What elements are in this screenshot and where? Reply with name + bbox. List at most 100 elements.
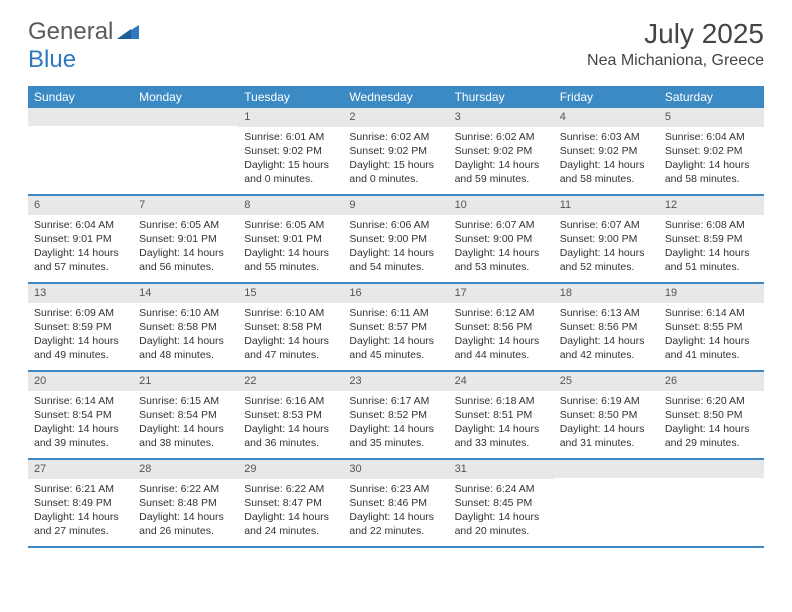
day-number: 8 (238, 196, 343, 215)
day-number: 11 (554, 196, 659, 215)
logo: General (28, 18, 141, 46)
day-number: 26 (659, 372, 764, 391)
day-number: 25 (554, 372, 659, 391)
empty-day-bar (133, 108, 238, 126)
day-body: Sunrise: 6:03 AMSunset: 9:02 PMDaylight:… (554, 127, 659, 191)
day-body: Sunrise: 6:20 AMSunset: 8:50 PMDaylight:… (659, 391, 764, 455)
day-number: 14 (133, 284, 238, 303)
sunrise-text: Sunrise: 6:23 AM (349, 482, 442, 496)
day-cell: 5Sunrise: 6:04 AMSunset: 9:02 PMDaylight… (659, 108, 764, 194)
day-header: Sunday (28, 86, 133, 108)
day-number: 19 (659, 284, 764, 303)
sunrise-text: Sunrise: 6:10 AM (139, 306, 232, 320)
week-row: 1Sunrise: 6:01 AMSunset: 9:02 PMDaylight… (28, 108, 764, 196)
day-cell: 12Sunrise: 6:08 AMSunset: 8:59 PMDayligh… (659, 196, 764, 282)
sunset-text: Sunset: 8:59 PM (34, 320, 127, 334)
day-cell: 3Sunrise: 6:02 AMSunset: 9:02 PMDaylight… (449, 108, 554, 194)
day-body: Sunrise: 6:02 AMSunset: 9:02 PMDaylight:… (449, 127, 554, 191)
daylight-text: Daylight: 14 hours and 58 minutes. (560, 158, 653, 186)
daylight-text: Daylight: 14 hours and 45 minutes. (349, 334, 442, 362)
daylight-text: Daylight: 14 hours and 59 minutes. (455, 158, 548, 186)
day-number: 4 (554, 108, 659, 127)
daylight-text: Daylight: 14 hours and 52 minutes. (560, 246, 653, 274)
daylight-text: Daylight: 14 hours and 57 minutes. (34, 246, 127, 274)
day-number: 3 (449, 108, 554, 127)
sunset-text: Sunset: 8:55 PM (665, 320, 758, 334)
day-body: Sunrise: 6:11 AMSunset: 8:57 PMDaylight:… (343, 303, 448, 367)
day-number: 10 (449, 196, 554, 215)
sunset-text: Sunset: 9:02 PM (455, 144, 548, 158)
day-header: Thursday (449, 86, 554, 108)
day-body: Sunrise: 6:22 AMSunset: 8:47 PMDaylight:… (238, 479, 343, 543)
day-body: Sunrise: 6:02 AMSunset: 9:02 PMDaylight:… (343, 127, 448, 191)
daylight-text: Daylight: 14 hours and 47 minutes. (244, 334, 337, 362)
day-body: Sunrise: 6:07 AMSunset: 9:00 PMDaylight:… (449, 215, 554, 279)
sunrise-text: Sunrise: 6:16 AM (244, 394, 337, 408)
calendar: SundayMondayTuesdayWednesdayThursdayFrid… (28, 86, 764, 548)
day-body: Sunrise: 6:12 AMSunset: 8:56 PMDaylight:… (449, 303, 554, 367)
day-cell: 31Sunrise: 6:24 AMSunset: 8:45 PMDayligh… (449, 460, 554, 546)
sunrise-text: Sunrise: 6:19 AM (560, 394, 653, 408)
sunrise-text: Sunrise: 6:17 AM (349, 394, 442, 408)
day-cell: 16Sunrise: 6:11 AMSunset: 8:57 PMDayligh… (343, 284, 448, 370)
day-body: Sunrise: 6:01 AMSunset: 9:02 PMDaylight:… (238, 127, 343, 191)
sunset-text: Sunset: 8:46 PM (349, 496, 442, 510)
sunset-text: Sunset: 9:01 PM (139, 232, 232, 246)
daylight-text: Daylight: 14 hours and 49 minutes. (34, 334, 127, 362)
day-number: 30 (343, 460, 448, 479)
sunrise-text: Sunrise: 6:12 AM (455, 306, 548, 320)
sunrise-text: Sunrise: 6:22 AM (139, 482, 232, 496)
day-number: 31 (449, 460, 554, 479)
day-cell (659, 460, 764, 546)
daylight-text: Daylight: 14 hours and 27 minutes. (34, 510, 127, 538)
day-cell: 30Sunrise: 6:23 AMSunset: 8:46 PMDayligh… (343, 460, 448, 546)
day-number: 24 (449, 372, 554, 391)
sunset-text: Sunset: 9:01 PM (34, 232, 127, 246)
day-cell: 10Sunrise: 6:07 AMSunset: 9:00 PMDayligh… (449, 196, 554, 282)
sunset-text: Sunset: 9:02 PM (665, 144, 758, 158)
sunset-text: Sunset: 8:56 PM (455, 320, 548, 334)
day-cell: 6 Sunrise: 6:04 AMSunset: 9:01 PMDaylight… (28, 196, 133, 282)
day-header: Saturday (659, 86, 764, 108)
day-body: Sunrise: 6:13 AMSunset: 8:56 PMDaylight:… (554, 303, 659, 367)
sunrise-text: Sunrise: 6:08 AM (665, 218, 758, 232)
logo-subline: Blue (28, 46, 76, 74)
day-number: 2 (343, 108, 448, 127)
page-title: July 2025 (587, 18, 764, 50)
sunrise-text: Sunrise: 6:07 AM (560, 218, 653, 232)
sunrise-text: Sunrise: 6:18 AM (455, 394, 548, 408)
daylight-text: Daylight: 14 hours and 26 minutes. (139, 510, 232, 538)
day-number: 27 (28, 460, 133, 479)
sunrise-text: Sunrise: 6:04 AM (34, 218, 127, 232)
daylight-text: Daylight: 14 hours and 54 minutes. (349, 246, 442, 274)
sunrise-text: Sunrise: 6:20 AM (665, 394, 758, 408)
day-header: Monday (133, 86, 238, 108)
day-cell: 20Sunrise: 6:14 AMSunset: 8:54 PMDayligh… (28, 372, 133, 458)
day-body: Sunrise: 6:16 AMSunset: 8:53 PMDaylight:… (238, 391, 343, 455)
sunset-text: Sunset: 9:00 PM (455, 232, 548, 246)
day-body: Sunrise: 6:23 AMSunset: 8:46 PMDaylight:… (343, 479, 448, 543)
day-number: 18 (554, 284, 659, 303)
day-cell: 11Sunrise: 6:07 AMSunset: 9:00 PMDayligh… (554, 196, 659, 282)
day-cell: 23Sunrise: 6:17 AMSunset: 8:52 PMDayligh… (343, 372, 448, 458)
empty-day-bar (28, 108, 133, 126)
day-cell: 27Sunrise: 6:21 AMSunset: 8:49 PMDayligh… (28, 460, 133, 546)
weeks-container: 1Sunrise: 6:01 AMSunset: 9:02 PMDaylight… (28, 108, 764, 548)
day-number: 16 (343, 284, 448, 303)
day-cell: 18Sunrise: 6:13 AMSunset: 8:56 PMDayligh… (554, 284, 659, 370)
daylight-text: Daylight: 14 hours and 20 minutes. (455, 510, 548, 538)
daylight-text: Daylight: 14 hours and 22 minutes. (349, 510, 442, 538)
day-body: Sunrise: 6:24 AMSunset: 8:45 PMDaylight:… (449, 479, 554, 543)
day-number: 9 (343, 196, 448, 215)
sunset-text: Sunset: 9:01 PM (244, 232, 337, 246)
day-cell (133, 108, 238, 194)
sunrise-text: Sunrise: 6:05 AM (244, 218, 337, 232)
daylight-text: Daylight: 15 hours and 0 minutes. (349, 158, 442, 186)
sunset-text: Sunset: 8:45 PM (455, 496, 548, 510)
day-cell: 2Sunrise: 6:02 AMSunset: 9:02 PMDaylight… (343, 108, 448, 194)
sunrise-text: Sunrise: 6:24 AM (455, 482, 548, 496)
day-number: 6 (28, 196, 133, 215)
sunrise-text: Sunrise: 6:21 AM (34, 482, 127, 496)
sunset-text: Sunset: 8:58 PM (139, 320, 232, 334)
sunrise-text: Sunrise: 6:22 AM (244, 482, 337, 496)
